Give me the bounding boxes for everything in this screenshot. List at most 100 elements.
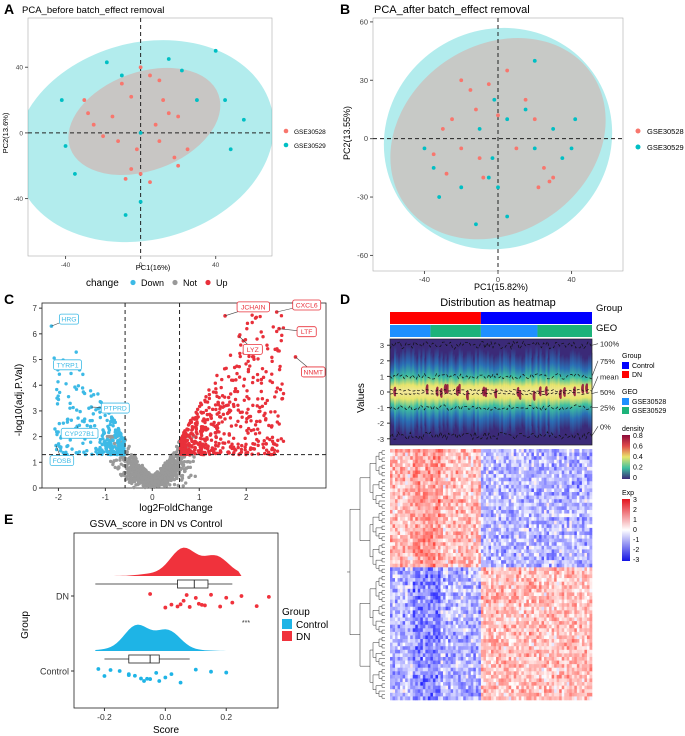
volcano-point-down bbox=[53, 427, 57, 431]
heatmap-cell bbox=[437, 488, 441, 493]
volcano-point-down bbox=[56, 442, 61, 446]
heatmap-cell bbox=[407, 545, 411, 550]
heatmap-cell bbox=[561, 452, 565, 457]
heatmap-cell bbox=[417, 570, 421, 575]
volcano-point-up bbox=[256, 397, 260, 401]
heatmap-cell bbox=[440, 567, 444, 572]
volcano-point-not bbox=[132, 485, 136, 490]
heatmap-cell bbox=[508, 506, 512, 511]
heatmap-cell bbox=[473, 567, 477, 572]
pa-point-gse30528 bbox=[161, 98, 166, 102]
heatmap-cell bbox=[405, 538, 408, 543]
heatmap-cell bbox=[402, 524, 406, 529]
heatmap-cell bbox=[576, 567, 580, 572]
heatmap-cell bbox=[561, 502, 565, 507]
heatmap-cell bbox=[518, 524, 522, 529]
heatmap-cell bbox=[390, 488, 393, 493]
heatmap-cell bbox=[475, 542, 479, 547]
heatmap-cell bbox=[427, 520, 431, 525]
heatmap-cell bbox=[445, 570, 449, 575]
heatmap-cell bbox=[523, 499, 527, 504]
heatmap-cell bbox=[538, 492, 542, 496]
heatmap-cell bbox=[390, 538, 393, 543]
heatmap-cell bbox=[473, 466, 477, 471]
heatmap-cell bbox=[516, 524, 520, 529]
heatmap-cell bbox=[576, 535, 580, 539]
heatmap-cell bbox=[528, 470, 532, 475]
heatmap-cell bbox=[422, 542, 426, 547]
heatmap-cell bbox=[521, 556, 525, 561]
heatmap-cell bbox=[506, 459, 509, 464]
density-column bbox=[537, 356, 540, 428]
heatmap-cell bbox=[473, 481, 477, 486]
density-column bbox=[420, 355, 423, 429]
heatmap-cell bbox=[478, 456, 482, 461]
density-column bbox=[398, 355, 401, 429]
volcano-point-up bbox=[225, 411, 230, 416]
heatmap-cell bbox=[405, 513, 408, 518]
heatmap-cell bbox=[564, 474, 568, 478]
heatmap-cell bbox=[470, 513, 474, 518]
heatmap-cell bbox=[511, 470, 515, 475]
heatmap-cell bbox=[511, 552, 515, 557]
heatmap-cell bbox=[422, 470, 426, 475]
heatmap-cell bbox=[498, 449, 502, 453]
heatmap-cell bbox=[518, 549, 522, 554]
heatmap-cell bbox=[581, 567, 585, 572]
heatmap-cell bbox=[392, 531, 396, 536]
heatmap-cell bbox=[448, 488, 451, 493]
heatmap-cell bbox=[400, 560, 403, 565]
heatmap-cell bbox=[485, 495, 489, 500]
heatmap-cell bbox=[584, 535, 588, 539]
heatmap-cell bbox=[453, 499, 456, 504]
heatmap-cell bbox=[483, 563, 487, 568]
volcano-point-down bbox=[90, 418, 94, 423]
heatmap-cell bbox=[478, 567, 482, 572]
heatmap-cell bbox=[440, 488, 444, 493]
heatmap-cell bbox=[586, 524, 590, 529]
volcano-point-up bbox=[214, 407, 218, 412]
heatmap-cell bbox=[395, 449, 398, 453]
heatmap-cell bbox=[533, 481, 537, 486]
heatmap-cell bbox=[402, 517, 406, 522]
heatmap-cell bbox=[440, 545, 444, 550]
heatmap-cell bbox=[412, 459, 416, 464]
heatmap-cell bbox=[458, 531, 461, 536]
heatmap-cell bbox=[455, 542, 459, 547]
volcano-point-up bbox=[264, 417, 268, 421]
heatmap-cell bbox=[437, 499, 441, 504]
heatmap-cell bbox=[523, 542, 527, 547]
heatmap-cell bbox=[400, 531, 403, 536]
heatmap-cell bbox=[574, 492, 578, 496]
heatmap-cell bbox=[581, 531, 585, 536]
heatmap-cell bbox=[420, 570, 424, 575]
heatmap-cell bbox=[483, 556, 487, 561]
heatmap-cell bbox=[430, 463, 434, 468]
heatmap-cell bbox=[491, 452, 494, 457]
heatmap-cell bbox=[395, 484, 398, 489]
heatmap-cell bbox=[412, 470, 416, 475]
heatmap-cell bbox=[415, 481, 419, 486]
heatmap-cell bbox=[508, 456, 512, 461]
heatmap-cell bbox=[564, 556, 568, 561]
heatmap-cell bbox=[496, 513, 499, 518]
heatmap-cell bbox=[584, 456, 588, 461]
heatmap-cell bbox=[551, 556, 555, 561]
heatmap-cell bbox=[410, 517, 414, 522]
heatmap-cell bbox=[576, 563, 580, 568]
heatmap-cell bbox=[430, 556, 434, 561]
volcano-point-not bbox=[143, 470, 148, 474]
panel-letter-b: B bbox=[340, 1, 350, 17]
volcano-ytick-label: 6 bbox=[33, 330, 38, 339]
heatmap-cell bbox=[392, 481, 396, 486]
heatmap-cell bbox=[574, 499, 578, 504]
heatmap-cell bbox=[506, 492, 509, 496]
heatmap-cell bbox=[538, 484, 542, 489]
heatmap-cell bbox=[566, 488, 570, 493]
heatmap-cell bbox=[516, 495, 520, 500]
heatmap-cell bbox=[395, 466, 398, 471]
heatmap-cell bbox=[412, 463, 416, 468]
heatmap-cell bbox=[427, 459, 431, 464]
heatmap-cell bbox=[430, 449, 434, 453]
heatmap-cell bbox=[503, 466, 507, 471]
